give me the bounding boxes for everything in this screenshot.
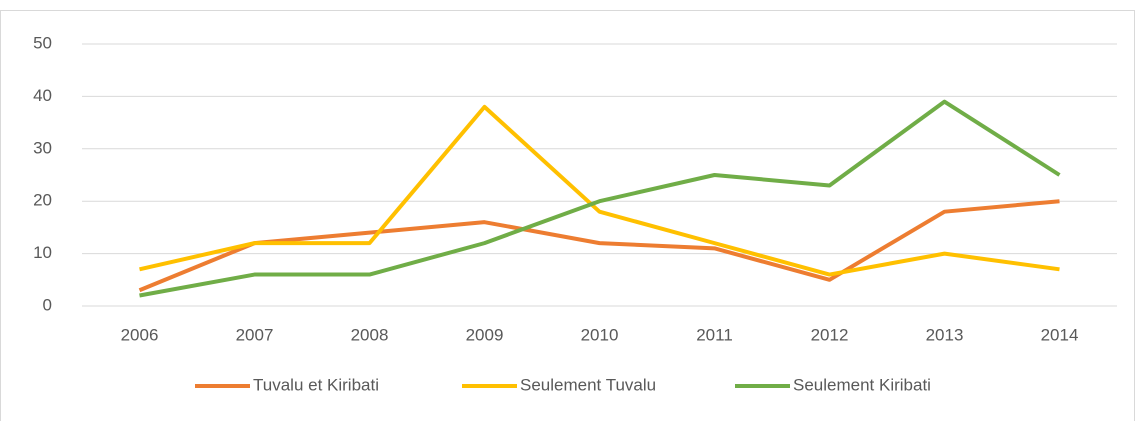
y-tick-label: 20: [33, 191, 52, 210]
x-tick-label: 2012: [811, 325, 849, 344]
y-tick-label: 10: [33, 243, 52, 262]
legend-label: Seulement Tuvalu: [520, 375, 656, 394]
x-tick-label: 2009: [466, 325, 504, 344]
series-line: [138, 199, 1060, 293]
chart-frame: [0, 10, 1135, 421]
y-tick-label: 40: [33, 86, 52, 105]
series-line: [139, 104, 1060, 277]
x-tick-label: 2014: [1041, 325, 1079, 344]
x-tick-label: 2008: [351, 325, 389, 344]
x-tick-label: 2011: [696, 325, 733, 344]
y-tick-label: 30: [33, 138, 52, 157]
x-tick-label: 2007: [236, 325, 274, 344]
legend-label: Tuvalu et Kiribati: [253, 375, 379, 394]
y-tick-label: 50: [33, 33, 52, 52]
series-line: [139, 99, 1061, 298]
y-tick-label: 0: [43, 295, 52, 314]
x-tick-label: 2006: [121, 325, 159, 344]
x-tick-label: 2013: [926, 325, 964, 344]
x-tick-label: 2010: [581, 325, 619, 344]
legend-label: Seulement Kiribati: [793, 375, 931, 394]
